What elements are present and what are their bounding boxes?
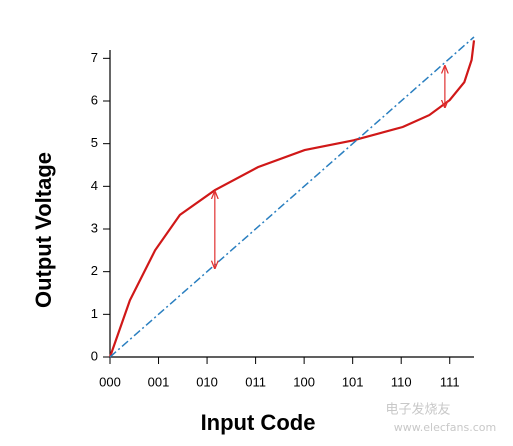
- series-line: [108, 40, 476, 358]
- x-tick-label: 010: [196, 374, 218, 389]
- x-tick-label: 000: [99, 374, 121, 389]
- x-tick-label: 111: [440, 374, 460, 389]
- watermark: www.elecfans.com: [394, 421, 496, 434]
- y-axis-label: Output Voltage: [31, 152, 56, 308]
- y-tick-label: 1: [91, 306, 98, 321]
- series-line: [109, 36, 475, 358]
- watermark: 电子发烧友: [385, 402, 450, 418]
- x-tick-label: 110: [391, 374, 412, 389]
- y-tick-label: 0: [91, 348, 98, 363]
- x-tick-label: 011: [245, 374, 266, 389]
- y-tick-label: 3: [91, 220, 98, 235]
- x-tick-label: 101: [342, 374, 364, 389]
- y-tick-label: 6: [91, 92, 98, 107]
- y-tick-label: 4: [91, 178, 98, 193]
- y-tick-label: 5: [91, 135, 98, 150]
- y-tick-label: 2: [91, 263, 98, 278]
- x-axis-label: Input Code: [201, 410, 316, 435]
- y-tick-label: 7: [91, 50, 98, 65]
- x-tick-label: 001: [148, 374, 170, 389]
- x-tick-label: 100: [293, 374, 315, 389]
